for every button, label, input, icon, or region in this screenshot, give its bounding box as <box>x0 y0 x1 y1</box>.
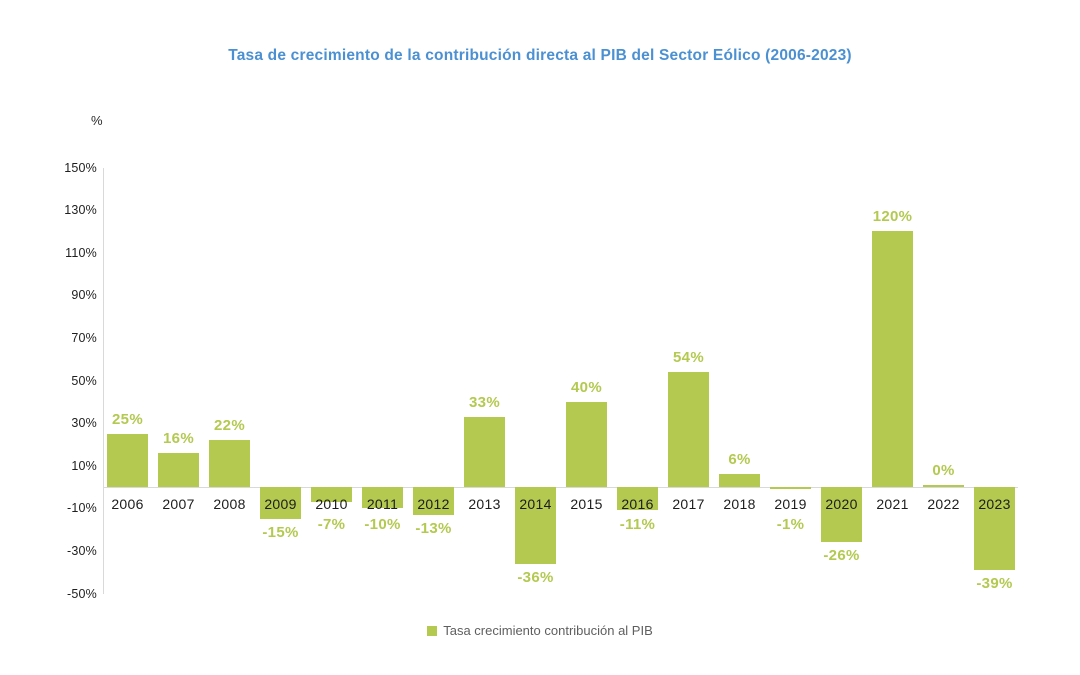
bar-2010 <box>311 487 352 502</box>
year-label-2006: 2006 <box>111 496 144 512</box>
year-label-2023: 2023 <box>978 496 1011 512</box>
y-tick-30: 30% <box>71 416 97 431</box>
value-label-2021: 120% <box>872 208 913 226</box>
value-label-2006: 25% <box>112 410 143 428</box>
value-label-2019: -1% <box>776 516 805 533</box>
value-label-2012: -13% <box>415 519 452 537</box>
y-axis-line <box>103 167 104 594</box>
y-tick-130: 130% <box>64 203 97 218</box>
value-label-2022: 0% <box>932 462 955 479</box>
year-label-2019: 2019 <box>774 496 807 512</box>
y-tick-70: 70% <box>71 330 97 345</box>
bar-2021 <box>872 231 913 487</box>
bar-2020 <box>821 487 862 543</box>
bar-2014 <box>515 487 556 564</box>
bar-2023 <box>974 487 1015 571</box>
year-label-2018: 2018 <box>723 496 756 512</box>
year-label-2012: 2012 <box>417 496 450 512</box>
bar-2013 <box>464 416 505 487</box>
bar-2017 <box>668 371 709 487</box>
year-label-2007: 2007 <box>162 496 195 512</box>
chart-legend: Tasa crecimiento contribución al PIB <box>0 623 1080 638</box>
bar-2007 <box>158 452 199 487</box>
year-label-2014: 2014 <box>519 496 552 512</box>
value-label-2008: 22% <box>214 417 245 435</box>
bar-2009 <box>260 487 301 519</box>
bar-2006 <box>107 433 148 487</box>
bar-2019 <box>770 487 811 490</box>
bar-2011 <box>362 487 403 509</box>
value-label-2014: -36% <box>517 568 554 586</box>
year-label-2021: 2021 <box>876 496 909 512</box>
y-tick-50: 50% <box>71 373 97 388</box>
value-label-2023: -39% <box>976 575 1013 593</box>
legend-swatch-icon <box>427 625 438 636</box>
y-tick--50: -50% <box>67 586 97 601</box>
bar-2012 <box>413 487 454 515</box>
year-label-2013: 2013 <box>468 496 501 512</box>
y-tick-150: 150% <box>64 160 97 175</box>
year-label-2022: 2022 <box>927 496 960 512</box>
x-axis-zero-line <box>103 487 1018 488</box>
bar-2008 <box>209 440 250 487</box>
bar-2016 <box>617 487 658 511</box>
value-label-2020: -26% <box>823 547 860 565</box>
value-label-2010: -7% <box>317 516 346 533</box>
chart-title: Tasa de crecimiento de la contribución d… <box>228 47 852 64</box>
y-tick--30: -30% <box>67 543 97 558</box>
y-tick-110: 110% <box>65 245 97 260</box>
year-label-2009: 2009 <box>264 496 297 512</box>
value-label-2018: 6% <box>728 451 751 469</box>
value-label-2009: -15% <box>262 523 299 541</box>
year-label-2010: 2010 <box>315 496 348 512</box>
value-label-2013: 33% <box>469 393 500 411</box>
year-label-2016: 2016 <box>621 496 654 512</box>
y-tick-90: 90% <box>71 288 97 303</box>
year-label-2017: 2017 <box>672 496 705 512</box>
bar-2015 <box>566 401 607 487</box>
year-label-2015: 2015 <box>570 496 603 512</box>
y-tick--10: -10% <box>67 501 97 516</box>
value-label-2007: 16% <box>163 429 194 447</box>
year-label-2008: 2008 <box>213 496 246 512</box>
value-label-2017: 54% <box>673 348 704 366</box>
bar-2018 <box>719 474 760 487</box>
value-label-2011: -10% <box>364 516 401 533</box>
y-axis-unit-label: % <box>91 113 103 128</box>
value-label-2016: -11% <box>619 516 656 533</box>
year-label-2020: 2020 <box>825 496 858 512</box>
legend-label: Tasa crecimiento contribución al PIB <box>443 623 653 638</box>
value-label-2015: 40% <box>571 378 602 396</box>
bar-2022 <box>923 485 964 487</box>
year-label-2011: 2011 <box>366 496 399 512</box>
y-tick-10: 10% <box>71 458 97 473</box>
